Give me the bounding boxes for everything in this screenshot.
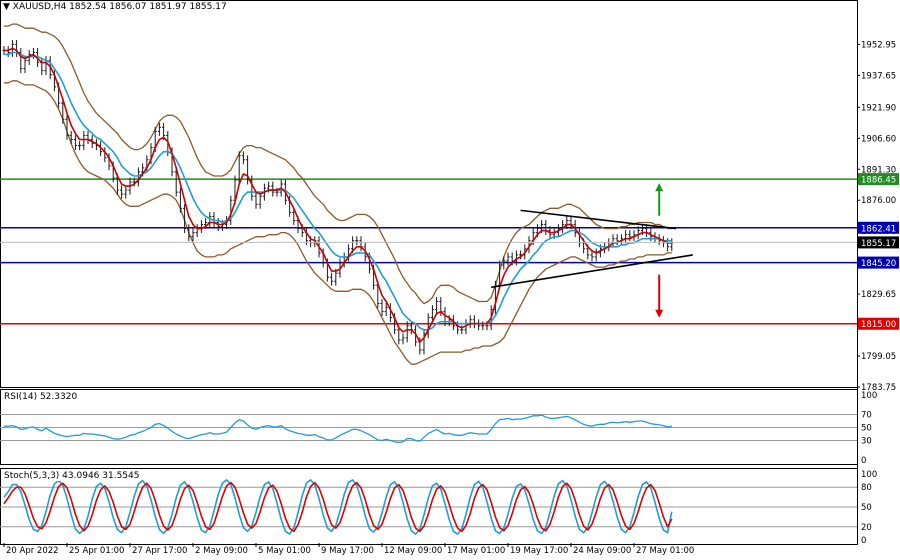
low-value: 1851.97 xyxy=(149,2,187,12)
rsi-tick-label: 100 xyxy=(861,391,877,401)
rsi-tick-label: 70 xyxy=(861,411,872,421)
price-tick-label: 1891.30 xyxy=(861,165,896,175)
up-arrow-icon xyxy=(655,183,664,216)
level-tag-0-bg xyxy=(858,173,899,186)
level-tag-3: 1815.00 xyxy=(861,320,896,330)
stochastic-panel[interactable] xyxy=(0,479,857,535)
up-arrow-head xyxy=(655,183,664,192)
time-tick-label: 12 May 09:00 xyxy=(384,546,442,556)
stoch-tick-label: 80 xyxy=(861,483,872,493)
level-tag-1-bg xyxy=(858,221,899,234)
chart-header: ▼ XAUUSD,H4 1852.54 1856.07 1851.97 1855… xyxy=(3,2,227,12)
rsi-tick-label: 50 xyxy=(861,424,872,434)
open-value: 1852.54 xyxy=(69,2,107,12)
lower-band-line xyxy=(4,80,672,365)
high-value: 1856.07 xyxy=(109,2,147,12)
symbol-label: XAUUSD,H4 xyxy=(12,2,67,12)
price-panel[interactable] xyxy=(0,23,857,365)
time-tick-label: 19 May 17:00 xyxy=(510,546,568,556)
price-tick-label: 1783.75 xyxy=(861,383,896,393)
time-tick-label: 5 May 01:00 xyxy=(258,546,311,556)
current-price-tag: 1855.17 xyxy=(861,239,896,249)
stoch-signal-line xyxy=(3,481,673,533)
current-price-tag-bg xyxy=(858,236,899,249)
trendline-0 xyxy=(520,209,677,230)
time-tick-label: 20 Apr 2022 xyxy=(6,546,59,556)
time-tick-label: 17 May 01:00 xyxy=(447,546,505,556)
level-tag-3-bg xyxy=(858,317,899,330)
stoch-tick-label: 0 xyxy=(861,536,866,546)
rsi-tick-label: 0 xyxy=(861,456,866,466)
price-tick-label: 1876.00 xyxy=(861,196,896,206)
level-tag-2: 1845.20 xyxy=(861,259,896,269)
time-tick-label: 25 Apr 01:00 xyxy=(69,546,124,556)
stoch-tick-label: 50 xyxy=(861,503,872,513)
stoch-tick-label: 100 xyxy=(861,470,877,480)
stoch-main-line xyxy=(3,479,673,535)
time-tick-label: 27 May 01:00 xyxy=(636,546,694,556)
trendline-1 xyxy=(491,254,693,289)
price-axis: 1952.95 1937.65 1921.90 1906.60 1891.30 1876.… xyxy=(857,40,899,546)
level-tag-0: 1886.45 xyxy=(861,176,896,186)
time-tick-label: 24 May 09:00 xyxy=(573,546,631,556)
rsi-line xyxy=(4,414,672,444)
price-tick-label: 1921.90 xyxy=(861,103,896,113)
level-tag-1: 1862.41 xyxy=(861,224,896,234)
price-tick-label: 1906.60 xyxy=(861,134,896,144)
upper-band-line xyxy=(4,23,672,305)
rsi-tick-label: 30 xyxy=(861,437,872,447)
time-tick-label: 2 May 09:00 xyxy=(195,546,248,556)
price-tick-label: 1952.95 xyxy=(861,40,896,50)
time-axis: 20 Apr 2022 25 Apr 01:00 27 Apr 17:00 2 May… xyxy=(3,543,694,556)
price-tick-label: 1799.05 xyxy=(861,352,896,362)
stochastic-title: Stoch(5,3,3) 43.0946 31.5545 xyxy=(4,471,140,481)
fast-ma-line xyxy=(4,47,672,343)
down-arrow-head xyxy=(655,309,664,318)
slow-ma-line xyxy=(4,51,672,331)
collapse-triangle-icon[interactable]: ▼ xyxy=(3,2,10,12)
time-tick-label: 27 Apr 17:00 xyxy=(132,546,187,556)
rsi-panel[interactable] xyxy=(0,414,857,444)
price-tick-label: 1829.65 xyxy=(861,290,896,300)
price-tick-label: 1937.65 xyxy=(861,71,896,81)
rsi-title: RSI(14) 52.3320 xyxy=(4,392,78,402)
down-arrow-icon xyxy=(655,274,664,318)
stoch-tick-label: 20 xyxy=(861,523,872,533)
level-tag-2-bg xyxy=(858,256,899,269)
time-tick-label: 9 May 17:00 xyxy=(321,546,374,556)
close-value: 1855.17 xyxy=(189,2,227,12)
